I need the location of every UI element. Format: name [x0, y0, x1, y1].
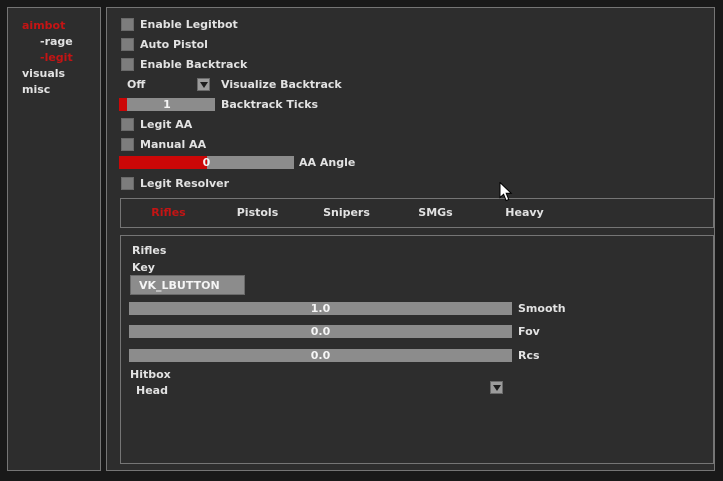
aa-angle-fill	[119, 156, 207, 169]
legit-resolver-label: Legit Resolver	[140, 176, 230, 190]
enable-legitbot-checkbox[interactable]	[121, 17, 134, 31]
fov-value: 0.0	[310, 325, 331, 338]
legit-resolver-row: Legit Resolver	[121, 176, 229, 190]
sidebar: aimbot -rage -legit visuals misc	[7, 7, 101, 471]
fov-slider[interactable]: 0.0	[129, 325, 512, 338]
weapon-tab-bar: Rifles Pistols Snipers SMGs Heavy	[120, 198, 714, 228]
rcs-label: Rcs	[518, 349, 540, 362]
sidebar-item-misc[interactable]: misc	[22, 83, 51, 96]
manual-aa-row: Manual AA	[121, 137, 206, 151]
auto-pistol-checkbox[interactable]	[121, 37, 134, 51]
backtrack-ticks-value: 1	[163, 98, 171, 111]
manual-aa-label: Manual AA	[140, 137, 207, 151]
hitbox-dropdown-button[interactable]	[490, 381, 503, 394]
aa-angle-label: AA Angle	[299, 156, 356, 169]
legit-aa-row: Legit AA	[121, 117, 192, 131]
rcs-value: 0.0	[310, 349, 331, 362]
auto-pistol-row: Auto Pistol	[121, 37, 208, 51]
sidebar-item-visuals[interactable]: visuals	[22, 67, 66, 80]
hitbox-label: Hitbox	[130, 368, 171, 381]
enable-backtrack-row: Enable Backtrack	[121, 57, 247, 71]
legit-resolver-checkbox[interactable]	[121, 176, 134, 190]
sidebar-item-rage[interactable]: -rage	[40, 35, 73, 48]
enable-legitbot-row: Enable Legitbot	[121, 17, 238, 31]
legit-aa-checkbox[interactable]	[121, 117, 134, 131]
hitbox-value[interactable]: Head	[136, 384, 168, 397]
backtrack-ticks-label: Backtrack Ticks	[221, 98, 319, 111]
visualize-backtrack-value[interactable]: Off	[127, 78, 146, 91]
weapon-panel-title: Rifles	[132, 244, 167, 257]
key-label: Key	[132, 261, 155, 274]
tab-pistols[interactable]: Pistols	[236, 206, 279, 219]
backtrack-ticks-slider[interactable]: 1	[119, 98, 215, 111]
tab-snipers[interactable]: Snipers	[323, 206, 370, 219]
key-bind-button[interactable]: VK_LBUTTON	[130, 275, 245, 295]
tab-rifles[interactable]: Rifles	[151, 206, 186, 219]
visualize-backtrack-label: Visualize Backtrack	[221, 78, 342, 91]
manual-aa-checkbox[interactable]	[121, 137, 134, 151]
sidebar-item-legit[interactable]: -legit	[40, 51, 73, 64]
fov-label: Fov	[518, 325, 540, 338]
enable-legitbot-label: Enable Legitbot	[140, 17, 238, 31]
tab-smgs[interactable]: SMGs	[418, 206, 453, 219]
enable-backtrack-checkbox[interactable]	[121, 57, 134, 71]
weapon-settings-panel: Rifles Key VK_LBUTTON 1.0 Smooth 0.0 Fov…	[120, 235, 714, 464]
smooth-slider[interactable]: 1.0	[129, 302, 512, 315]
chevron-down-icon	[492, 384, 501, 391]
rcs-slider[interactable]: 0.0	[129, 349, 512, 362]
tab-heavy[interactable]: Heavy	[505, 206, 544, 219]
aa-angle-slider[interactable]: 0	[119, 156, 294, 169]
auto-pistol-label: Auto Pistol	[140, 37, 208, 51]
chevron-down-icon	[199, 81, 208, 88]
legit-aa-label: Legit AA	[140, 117, 193, 131]
main-panel: Enable Legitbot Auto Pistol Enable Backt…	[106, 7, 715, 471]
visualize-backtrack-dropdown-button[interactable]	[197, 78, 210, 91]
smooth-value: 1.0	[310, 302, 331, 315]
smooth-label: Smooth	[518, 302, 566, 315]
backtrack-ticks-fill	[119, 98, 127, 111]
enable-backtrack-label: Enable Backtrack	[140, 57, 248, 71]
aa-angle-value: 0	[202, 156, 211, 169]
sidebar-item-aimbot[interactable]: aimbot	[22, 19, 66, 32]
